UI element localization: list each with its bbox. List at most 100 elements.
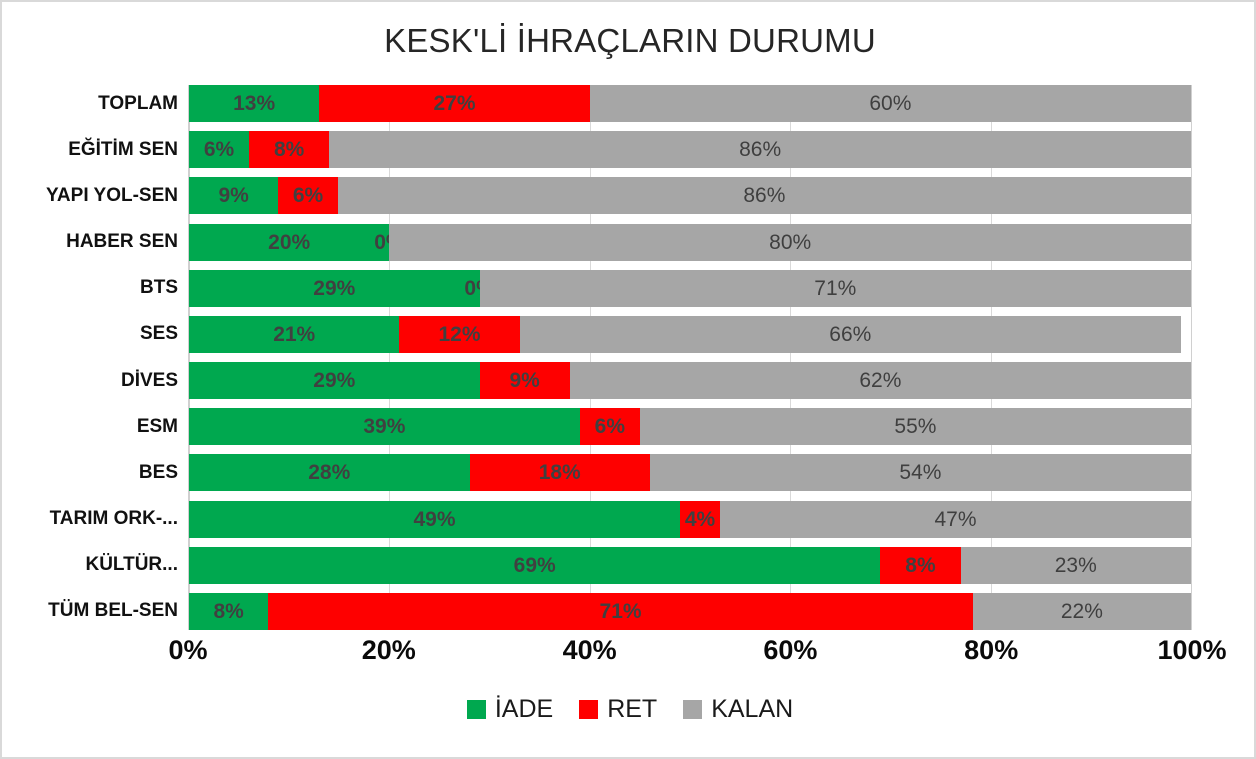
x-axis-tick: 60% [763,635,818,665]
x-axis-tick-labels: 0% 20% 40% 60% 80% 100% [168,635,1226,675]
bar-segment-ret[interactable]: 8% [880,546,961,584]
y-axis-label: YAPI YOL-SEN [46,184,178,206]
bar-segment-i̇ade[interactable]: 13% [189,85,320,122]
y-axis-label: TOPLAM [98,92,178,114]
bar-rows: 13%27%60%6%8%86%9%6%86%20%0%80%29%0%71%2… [189,85,1191,630]
bar-segment-i̇ade[interactable]: 29% [189,269,480,307]
bar-segment-kalan[interactable]: 71% [479,269,1191,307]
bar-value-label: 86% [743,184,786,208]
bar-value-label: 8% [905,553,936,577]
bar-value-label: 6% [594,415,625,439]
bar-row: 39% 6% 55% [189,408,1191,446]
bar-segment-i̇ade[interactable]: 69% [189,546,881,584]
bar-value-label: 62% [859,369,902,393]
bar-value-label: 69% [513,553,556,577]
y-axis-label: KÜLTÜR... [85,554,178,576]
gridline [389,85,391,630]
bar-segment-i̇ade[interactable]: 9% [189,177,279,215]
legend-item[interactable]: RET [579,695,657,724]
bar-segment-i̇ade[interactable]: 8% [189,592,269,630]
bar-row: 29% 9% 62% [189,362,1191,400]
bar-segment-kalan[interactable]: 54% [649,454,1191,492]
y-axis-label: BTS [140,277,178,299]
bar-value-label: 8% [213,599,244,623]
bar-row: 49% 4% 47% [189,500,1191,538]
bar-segment-i̇ade[interactable]: 49% [189,500,680,538]
bar-row: 20%0%80% [189,223,1191,261]
bar-value-label: 66% [829,322,872,346]
bar-value-label: 8% [274,138,305,162]
bar-value-label: 71% [814,276,857,300]
bar-value-label: 28% [308,461,351,485]
bar-value-label: 6% [292,184,324,208]
x-axis-tick: 100% [1157,635,1227,665]
bar-value-label: 47% [934,507,977,531]
bar-value-label: 29% [313,276,356,300]
legend-item[interactable]: İADE [466,695,554,724]
legend-item[interactable]: KALAN [683,695,793,724]
gridline [990,85,992,630]
bar-value-label: 54% [899,461,942,485]
y-axis-label: HABER SEN [66,231,178,253]
bar-value-label: 9% [509,369,540,393]
bar-value-label: 71% [599,599,642,623]
gridline [790,85,792,630]
bar-segment-i̇ade[interactable]: 6% [189,131,250,169]
bar-segment-i̇ade[interactable]: 20% [189,223,390,261]
bar-segment-kalan[interactable]: 47% [720,500,1191,538]
bar-value-label: 80% [769,230,812,254]
legend-swatch-icon [579,700,599,719]
bar-segment-kalan[interactable]: 55% [639,408,1191,446]
bar-segment-ret[interactable]: 27% [319,85,590,122]
bar-value-label: 12% [438,322,481,346]
bar-segment-kalan[interactable]: 66% [519,315,1181,353]
chart-legend: İADE RET KALAN [2,695,1254,724]
bar-row: 21% 12% 66% [189,315,1191,353]
bar-segment-kalan[interactable]: 60% [589,85,1191,122]
bar-value-label: 6% [203,138,235,162]
bar-segment-ret[interactable]: 9% [479,362,570,400]
bar-row: 29%0%71% [189,269,1191,307]
legend-label: İADE [494,695,554,723]
bar-value-label: 23% [1054,553,1097,577]
y-axis-label: ESM [136,415,178,437]
bar-row: 9% 6% 86% [189,177,1191,215]
bar-segment-i̇ade[interactable]: 29% [189,362,480,400]
legend-swatch-icon [466,700,486,719]
bar-segment-kalan[interactable]: 23% [960,546,1191,584]
y-axis-label: BES [138,461,178,483]
bar-segment-i̇ade[interactable]: 39% [189,408,580,446]
x-axis-tick: 20% [361,635,416,665]
plot-area: 13%27%60%6%8%86%9%6%86%20%0%80%29%0%71%2… [188,85,1192,630]
bar-row: 8% 71% 22% [189,592,1191,630]
bar-segment-ret[interactable]: 6% [579,408,640,446]
bar-segment-kalan[interactable]: 86% [337,177,1191,215]
bar-segment-ret[interactable]: 4% [679,500,721,538]
x-axis-tick: 80% [964,635,1019,665]
bar-segment-ret[interactable]: 8% [249,131,330,169]
bar-row: 69% 8% 23% [189,546,1191,584]
gridline [1191,85,1192,630]
bar-segment-ret[interactable]: 71% [268,592,973,630]
legend-swatch-icon [683,700,703,719]
plot-wrap: 13%27%60%6%8%86%9%6%86%20%0%80%29%0%71%2… [188,85,1192,630]
bar-segment-ret[interactable]: 12% [399,315,520,353]
bar-segment-kalan[interactable]: 62% [569,362,1191,400]
x-axis-tick: 0% [168,635,208,665]
bar-segment-kalan[interactable]: 86% [329,131,1191,169]
bar-segment-ret[interactable]: 18% [469,454,650,492]
bar-segment-kalan[interactable]: 80% [389,223,1191,261]
bar-value-label: 86% [739,138,782,162]
bar-row: 6% 8% 86% [189,131,1191,169]
bar-row: 28% 18% 54% [189,454,1191,492]
bar-segment-i̇ade[interactable]: 28% [189,454,470,492]
bar-value-label: 20% [268,230,311,254]
bar-segment-i̇ade[interactable]: 21% [189,315,400,353]
bar-value-label: 55% [894,415,937,439]
x-axis-tick: 40% [562,635,617,665]
bar-segment-kalan[interactable]: 22% [972,592,1191,630]
bar-value-label: 49% [413,507,456,531]
y-axis-label: TARIM ORK-... [49,508,178,530]
gridline [589,85,591,630]
bar-segment-ret[interactable]: 6% [278,177,338,215]
